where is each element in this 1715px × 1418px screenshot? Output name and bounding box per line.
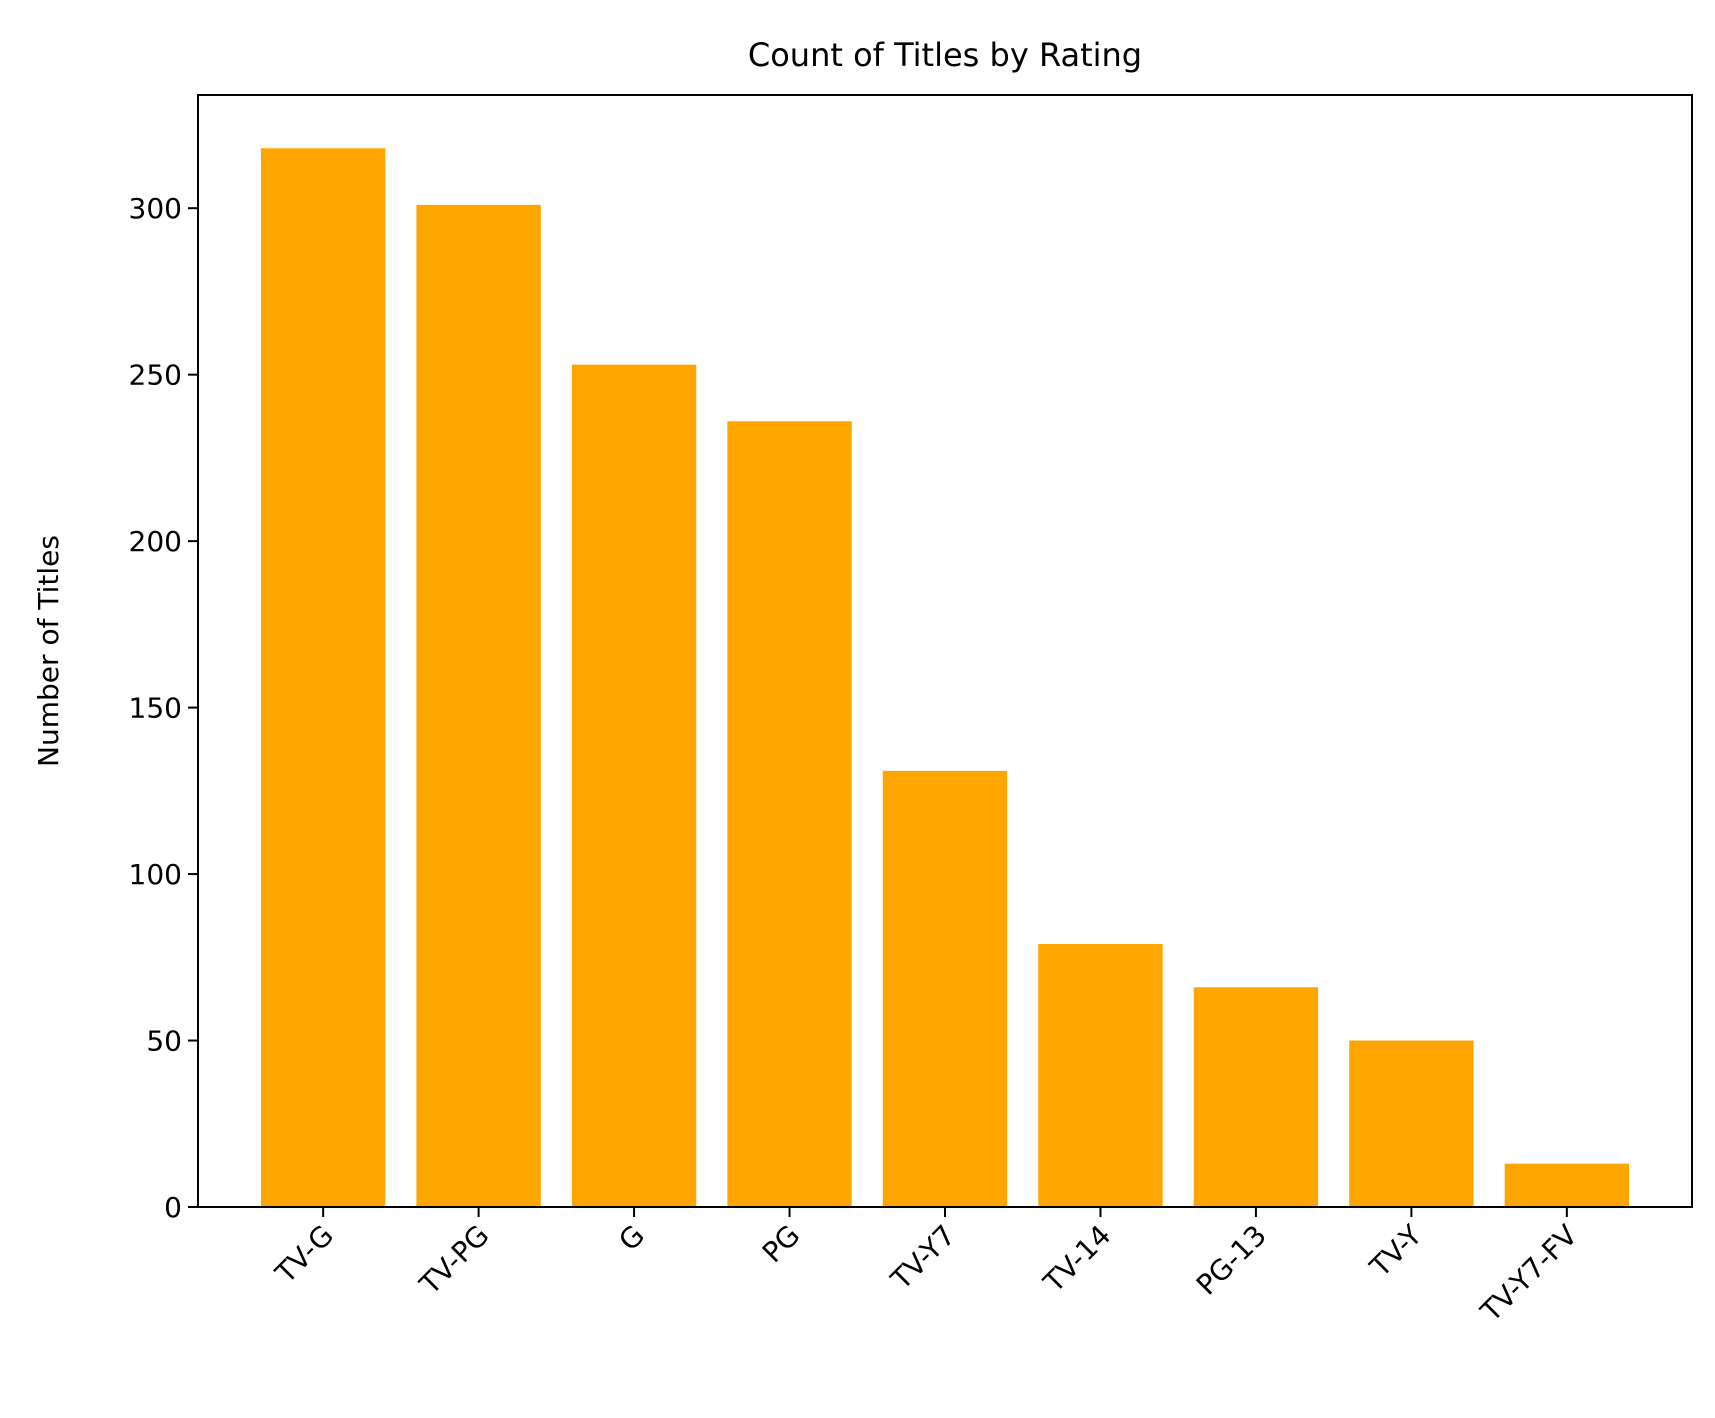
y-tick-label: 100 xyxy=(129,858,182,891)
y-tick-label: 250 xyxy=(129,359,182,392)
y-tick-label: 150 xyxy=(129,692,182,725)
bar xyxy=(571,364,697,1207)
y-axis-ticks: 0 50 100 150 200 250 300 xyxy=(129,192,198,1224)
chart-title: Count of Titles by Rating xyxy=(748,36,1142,74)
y-tick-label: 50 xyxy=(146,1025,182,1058)
bar xyxy=(416,204,541,1207)
y-tick-label: 200 xyxy=(129,525,182,558)
y-tick-label: 0 xyxy=(164,1191,182,1224)
y-axis-label: Number of Titles xyxy=(32,535,65,767)
bar xyxy=(260,148,386,1208)
bar xyxy=(1193,987,1319,1207)
bar xyxy=(1349,1040,1474,1207)
plot-area-frame xyxy=(197,94,1693,1208)
y-tick-label: 300 xyxy=(129,192,182,225)
bar xyxy=(882,770,1008,1207)
bar xyxy=(1504,1163,1630,1207)
bars-group xyxy=(260,148,1630,1208)
bar xyxy=(727,421,852,1207)
bar xyxy=(1038,943,1163,1207)
